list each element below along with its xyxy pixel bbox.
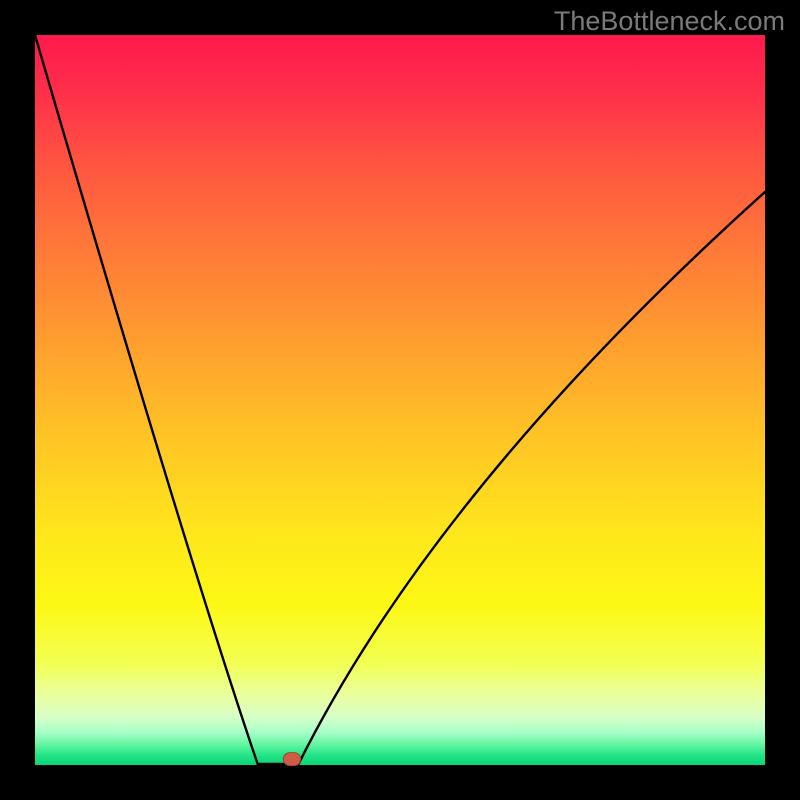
- minimum-marker: [283, 753, 301, 766]
- bottleneck-chart: [0, 0, 800, 800]
- plot-background: [35, 35, 765, 765]
- watermark-text: TheBottleneck.com: [554, 6, 785, 37]
